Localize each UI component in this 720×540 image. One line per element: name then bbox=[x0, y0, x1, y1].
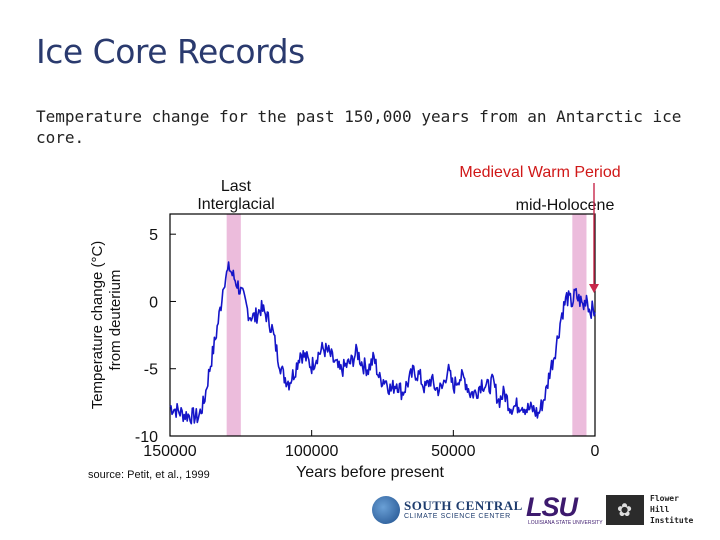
scc-logo-line1: SOUTH CENTRAL bbox=[404, 498, 523, 513]
tick-labels: 150000 100000 50000 0 5 0 -5 -10 bbox=[135, 227, 600, 460]
mwp-arrow-head bbox=[589, 284, 599, 293]
fhi-logo-line3: Institute bbox=[650, 516, 694, 525]
shaded-band-0 bbox=[226, 214, 241, 436]
slide-subtitle: Temperature change for the past 150,000 … bbox=[36, 107, 682, 147]
flower-hill-institute-logo: ✿ Flower Hill Institute bbox=[602, 490, 694, 530]
globe-icon bbox=[372, 496, 400, 524]
flower-icon: ✿ bbox=[606, 495, 644, 525]
fhi-logo-line2: Hill bbox=[650, 505, 670, 514]
y-tick-label-3: -10 bbox=[135, 429, 158, 446]
x-tick-label-0: 150000 bbox=[143, 443, 196, 460]
axis-ticks bbox=[169, 233, 596, 437]
south-central-csc-logo: SOUTH CENTRAL CLIMATE SCIENCE CENTER bbox=[370, 494, 522, 526]
source-note: source: Petit, et al., 1999 bbox=[88, 469, 210, 481]
scc-logo-line2: CLIMATE SCIENCE CENTER bbox=[404, 513, 511, 520]
y-axis-label-1: Temperature change (°C) bbox=[89, 241, 106, 410]
last-interglacial-label-2: Interglacial bbox=[197, 196, 274, 213]
lsu-logo-text: LSU bbox=[526, 492, 578, 522]
y-tick-label-2: -5 bbox=[144, 362, 158, 379]
slide-title: Ice Core Records bbox=[36, 32, 305, 71]
mid-holocene-label: mid-Holocene bbox=[516, 197, 615, 214]
x-tick-label-3: 0 bbox=[591, 443, 600, 460]
lsu-logo-subtext: LOUISIANA STATE UNIVERSITY bbox=[528, 520, 603, 526]
y-tick-label-0: 5 bbox=[149, 227, 158, 244]
medieval-warm-period-label: Medieval Warm Period bbox=[459, 164, 620, 181]
x-axis-label: Years before present bbox=[296, 464, 445, 481]
x-tick-label-2: 50000 bbox=[431, 443, 476, 460]
x-tick-label-1: 100000 bbox=[285, 443, 338, 460]
shaded-bands bbox=[226, 214, 587, 436]
last-interglacial-label-1: Last bbox=[221, 178, 252, 195]
y-axis-label-2: from deuterium bbox=[107, 270, 124, 371]
shaded-band-1 bbox=[572, 214, 587, 436]
y-tick-label-1: 0 bbox=[149, 294, 158, 311]
temperature-series-line bbox=[169, 261, 596, 425]
lsu-logo: LSU LOUISIANA STATE UNIVERSITY bbox=[526, 492, 603, 528]
plot-frame bbox=[169, 213, 596, 437]
fhi-logo-line1: Flower bbox=[650, 494, 679, 503]
